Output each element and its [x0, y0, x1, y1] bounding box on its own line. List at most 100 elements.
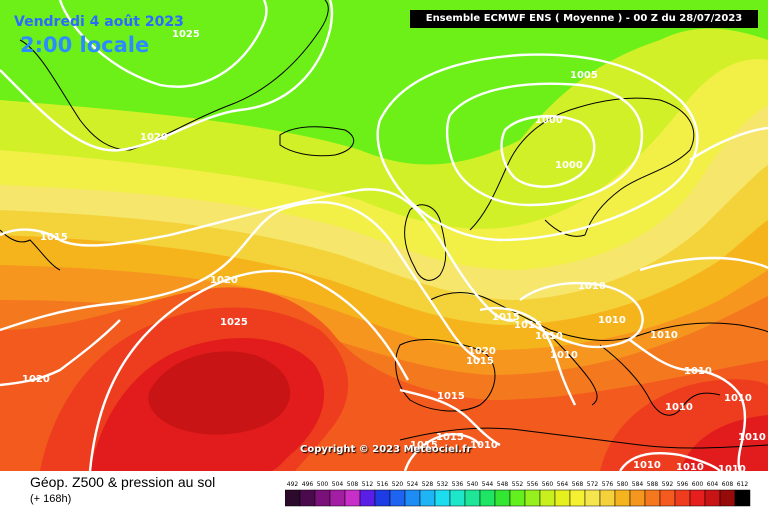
isobar-1000-outer	[445, 82, 643, 207]
scandinavia-coast	[469, 97, 695, 237]
isobar-label: 1005	[570, 70, 598, 81]
legend-value-496: 496	[302, 481, 314, 488]
isobar-1010-southeast	[629, 339, 747, 471]
legend-value-604: 604	[707, 481, 719, 488]
legend-swatch-524	[404, 489, 421, 507]
isobar-1025-north	[58, 0, 268, 88]
isobar-label: 1015	[436, 432, 464, 443]
legend-swatch-592	[659, 489, 676, 507]
isobar-1015-west	[0, 188, 516, 322]
legend-value-512: 512	[362, 481, 374, 488]
legend-value-556: 556	[527, 481, 539, 488]
legend-value-492: 492	[287, 481, 299, 488]
color-scale-legend: 492 496 500 504 508 512 516 520 524 528 532 536 540 5…	[285, 478, 751, 508]
legend-value-576: 576	[602, 481, 614, 488]
isobar-label: 1020	[210, 275, 238, 286]
isobar-label: 1010	[578, 281, 606, 292]
isobar-label: 1020	[140, 132, 168, 143]
legend-bar: 492 496 500 504 508 512 516 520 524 528 532 536 540 5…	[285, 481, 751, 507]
legend-value-592: 592	[662, 481, 674, 488]
isobar-label: 1015	[514, 320, 542, 331]
legend-value-572: 572	[587, 481, 599, 488]
coastlines	[0, 0, 768, 449]
legend-value-608: 608	[722, 481, 734, 488]
parameter-title: Géop. Z500 & pression au sol	[30, 474, 216, 490]
isobar-label: 1015	[437, 391, 465, 402]
legend-swatch-608	[719, 489, 736, 507]
legend-value-508: 508	[347, 481, 359, 488]
legend-swatch-568	[569, 489, 586, 507]
legend-value-568: 568	[572, 481, 584, 488]
legend-swatch-508	[344, 489, 361, 507]
isobar-label: 1010	[598, 315, 626, 326]
band-600-east	[680, 415, 768, 471]
isobar-label: 1010	[684, 366, 712, 377]
legend-swatch-504	[329, 489, 346, 507]
model-run-banner: Ensemble ECMWF ENS ( Moyenne ) - 00 Z du…	[410, 10, 758, 28]
legend-swatch-604	[704, 489, 721, 507]
isobar-1010-east	[639, 256, 768, 272]
isobar-label: 1010	[724, 393, 752, 404]
legend-value-560: 560	[542, 481, 554, 488]
legend-swatch-612	[734, 489, 751, 507]
isobar-label: 1015	[466, 356, 494, 367]
legend-value-612: 612	[737, 481, 749, 488]
weather-map: 1025 1020 1015 1020 1025 1020 1005 1000 …	[0, 0, 768, 471]
isobar-1005	[376, 53, 699, 242]
britain-coast	[404, 204, 447, 281]
isobar-1015-mediterranean	[399, 388, 501, 447]
legend-swatch-556	[524, 489, 541, 507]
legend-swatch-500	[314, 489, 331, 507]
legend-value-600: 600	[692, 481, 704, 488]
legend-swatch-580	[614, 489, 631, 507]
isobar-1020-south	[0, 319, 121, 387]
isobar-1005-right	[689, 126, 768, 161]
legend-value-584: 584	[632, 481, 644, 488]
legend-value-520: 520	[392, 481, 404, 488]
legend-swatch-588	[644, 489, 661, 507]
legend-swatch-548	[494, 489, 511, 507]
isobar-1010-sahara	[618, 451, 721, 471]
copyright-notice: Copyright © 2023 Meteociel.fr	[300, 444, 472, 455]
isobar-label: 1010	[718, 464, 746, 471]
north-africa-coast	[399, 427, 768, 449]
legend-swatch-576	[599, 489, 616, 507]
legend-swatch-564	[554, 489, 571, 507]
legend-swatch-520	[389, 489, 406, 507]
italy-coast	[544, 329, 598, 406]
isobar-label: 1010	[676, 462, 704, 471]
isobar-label: 1010	[470, 440, 498, 451]
isobars	[0, 0, 768, 471]
legend-swatch-560	[539, 489, 556, 507]
isobar-1000-inner	[500, 114, 596, 188]
legend-value-564: 564	[557, 481, 569, 488]
legend-value-536: 536	[452, 481, 464, 488]
legend-value-500: 500	[317, 481, 329, 488]
legend-swatch-544	[479, 489, 496, 507]
band-604	[148, 351, 291, 435]
legend-value-588: 588	[647, 481, 659, 488]
isobar-label: 1000	[535, 115, 563, 126]
legend-swatch-492	[285, 489, 301, 507]
legend-value-528: 528	[422, 481, 434, 488]
balkans-coast	[599, 344, 721, 416]
isobar-label: 1025	[172, 29, 200, 40]
canada-coast	[0, 229, 61, 271]
legend-value-532: 532	[437, 481, 449, 488]
isobar-labels: 1025 1020 1015 1020 1025 1020 1005 1000 …	[22, 29, 766, 471]
legend-value-580: 580	[617, 481, 629, 488]
isobar-label: 1000	[555, 160, 583, 171]
isobar-label: 1015	[492, 312, 520, 323]
legend-swatch-596	[674, 489, 691, 507]
legend-swatch-552	[509, 489, 526, 507]
legend-value-596: 596	[677, 481, 689, 488]
legend-value-552: 552	[512, 481, 524, 488]
legend-swatch-584	[629, 489, 646, 507]
isobar-label: 1020	[468, 346, 496, 357]
isobar-label: 1020	[22, 374, 50, 385]
isobar-1010-europe	[519, 282, 644, 349]
legend-swatch-516	[374, 489, 391, 507]
forecast-date: Vendredi 4 août 2023	[14, 14, 184, 30]
isobar-label: 1010	[633, 460, 661, 471]
legend-swatch-536	[449, 489, 466, 507]
